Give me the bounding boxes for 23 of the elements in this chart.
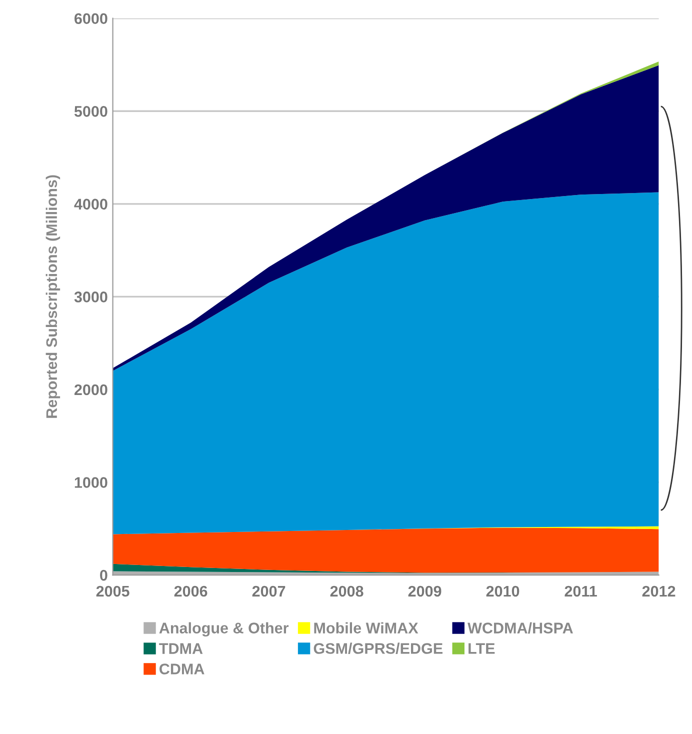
y-axis-title: Reported Subscriptions (Millions)	[46, 175, 60, 418]
y-tick-label: 1000	[74, 477, 108, 488]
y-tick-label: 2000	[74, 384, 108, 396]
y-tick-label: 4000	[74, 198, 108, 210]
legend-label: CDMA	[160, 664, 204, 674]
legend-label: Analogue & Other	[159, 622, 289, 637]
y-tick-label: 3000	[74, 292, 108, 302]
legend-label: WCDMA/HSPA	[468, 622, 573, 634]
x-tick-label: 2006	[174, 586, 208, 597]
x-tick-label: 2005	[96, 586, 130, 597]
legend-label: Mobile WiMAX	[314, 622, 418, 634]
y-tick-label: 5000	[74, 106, 108, 117]
x-tick-label: 2011	[564, 586, 597, 597]
x-tick-label: 2008	[330, 586, 364, 597]
legend-label: LTE	[468, 643, 495, 654]
x-tick-label: 2012	[642, 586, 676, 597]
x-tick-label: 2007	[252, 586, 286, 597]
legend-label: TDMA	[159, 643, 203, 654]
x-tick-label: 2010	[486, 586, 520, 597]
legend-label: GSM/GPRS/EDGE	[314, 642, 442, 654]
x-tick-label: 2009	[408, 586, 442, 597]
y-tick-label: 0	[100, 570, 108, 581]
y-tick-label: 6000	[74, 13, 108, 24]
